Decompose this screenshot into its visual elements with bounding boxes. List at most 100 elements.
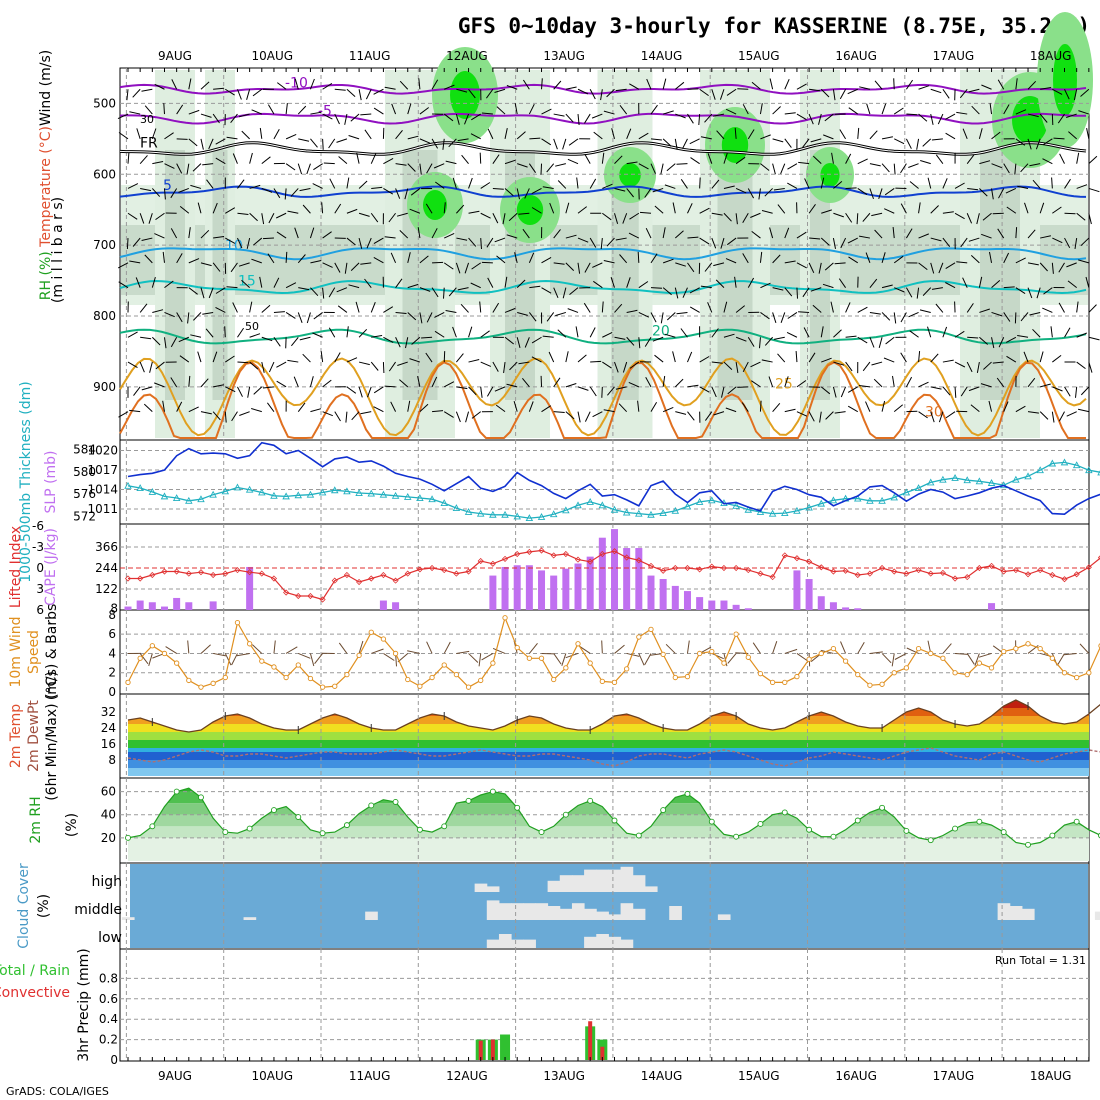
wind-barb [682, 138, 688, 149]
wind-barb [133, 386, 141, 396]
wind-barb [553, 229, 561, 239]
thickness-point [172, 494, 181, 501]
wind-barb [215, 287, 226, 294]
wind-barb [468, 177, 473, 189]
thickness-point [440, 499, 448, 507]
wind-barb [470, 133, 481, 140]
p7-labels: Cloud Cover (%) high middle low [16, 863, 122, 949]
cloud-layer [121, 863, 1100, 949]
wind-barb [528, 103, 535, 115]
li-point [964, 574, 971, 581]
wind-barb [577, 206, 588, 214]
wind-barb [346, 208, 358, 214]
wind-barb [966, 303, 974, 313]
wind-barb [808, 411, 815, 422]
wind-barb [968, 237, 980, 242]
wind-barb [874, 80, 883, 90]
wind-barb [787, 163, 798, 170]
wind-barb [760, 134, 771, 140]
wind-barb [935, 154, 944, 164]
wind-barb [619, 104, 628, 115]
li-point [635, 557, 642, 564]
date-label-top: 17AUG [933, 49, 975, 63]
wind-barb [249, 212, 258, 222]
cape-bar [988, 603, 996, 610]
wind-barb [246, 89, 251, 100]
wind-barb [237, 386, 243, 397]
wind-barb [893, 107, 904, 115]
li-point [879, 564, 886, 572]
wind-barb [205, 328, 214, 338]
wind10-point [672, 674, 678, 681]
li-point [428, 564, 436, 572]
wind-barb [407, 163, 416, 172]
wind-barb [562, 138, 567, 150]
thickness-point [926, 478, 935, 486]
wind-barb [284, 188, 287, 200]
wind-barb [524, 337, 530, 348]
rh-tick-label: 40 [101, 808, 116, 822]
wind-barb [261, 304, 271, 313]
wind-barb [541, 108, 552, 115]
wind-barb [1064, 237, 1071, 249]
wind-barb [448, 287, 457, 297]
thickness-point [258, 488, 266, 496]
wind-barb [291, 336, 299, 347]
wind-barb [725, 108, 737, 115]
wind-barb [468, 237, 477, 247]
wind-barb [310, 260, 322, 264]
wind-barb [750, 212, 761, 218]
wind-barb [900, 203, 907, 214]
wind-barb [297, 254, 306, 264]
wind-barb [176, 104, 184, 115]
wind-barb [1003, 163, 1010, 174]
cape-bar [696, 597, 704, 610]
wind-barb [346, 88, 356, 97]
wind-barb [699, 88, 709, 97]
wind-barb [784, 227, 790, 239]
wind-barb [1076, 361, 1086, 370]
wind-barb [127, 183, 139, 189]
thickness-point [1036, 466, 1044, 474]
cloud-cell [632, 908, 646, 920]
wind-barb [176, 253, 183, 264]
wind-barb [188, 287, 198, 295]
wind-barb [892, 375, 895, 387]
wind-barb [942, 88, 950, 99]
wind-barb [338, 156, 348, 165]
wind-barb [553, 377, 561, 388]
wind-barb [735, 305, 746, 313]
wind-barb [787, 312, 798, 319]
wind-barb [391, 103, 397, 115]
wind-barb [699, 207, 710, 214]
wind-barb [893, 255, 904, 264]
rh-point [635, 832, 642, 839]
wind-barb [707, 153, 713, 164]
wind-barb [687, 262, 695, 273]
cloud-cell [547, 880, 561, 892]
temp-band [128, 740, 1089, 748]
wind-barb [885, 336, 895, 345]
wind-barb [276, 231, 287, 239]
wind-barb [417, 227, 421, 239]
wind-barb [312, 332, 323, 338]
li-point [453, 570, 460, 577]
wind-barb [638, 312, 650, 318]
axes-layer: 9AUG9AUG10AUG10AUG11AUG11AUG12AUG12AUG13… [127, 49, 1090, 1083]
wind-barb [306, 163, 311, 175]
wind-barb [225, 386, 236, 393]
wind-barb [366, 237, 372, 249]
wind-barb [179, 206, 190, 214]
thickness-point [489, 510, 497, 518]
wind-barb [276, 82, 287, 90]
wind10-point [952, 670, 958, 676]
cloud-cell [584, 869, 597, 892]
wind-barb [557, 180, 567, 189]
temp-band [128, 768, 1089, 776]
wind-barb [991, 280, 1001, 289]
wind-barb [747, 277, 755, 288]
wind-barb [857, 306, 868, 313]
rh-band [128, 826, 1089, 838]
cape-bar [489, 575, 497, 610]
wind10-point [246, 641, 253, 647]
